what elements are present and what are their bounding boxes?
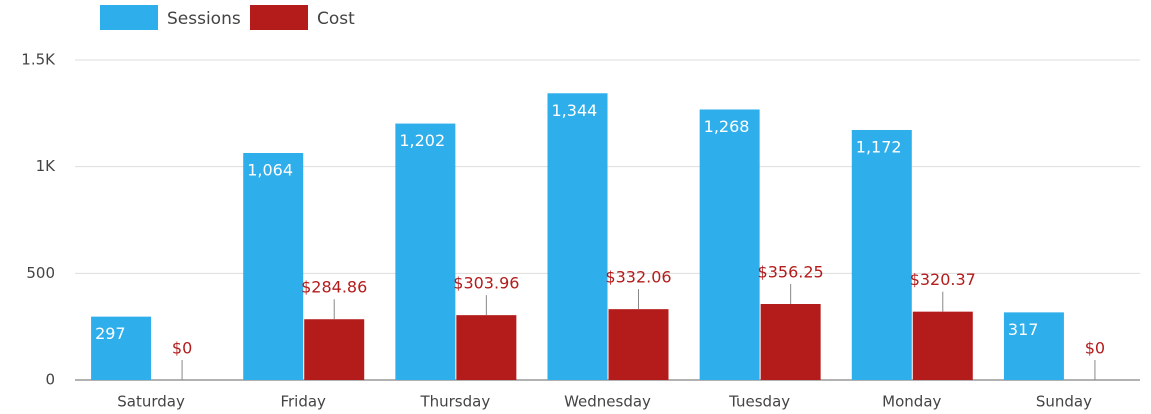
data-label: 1,268 xyxy=(704,117,750,136)
y-tick-label: 1K xyxy=(36,157,57,175)
bar xyxy=(912,311,973,380)
bar xyxy=(760,304,821,380)
x-tick-label: Wednesday xyxy=(564,393,651,411)
data-label: $0 xyxy=(1085,339,1105,358)
bar xyxy=(699,109,760,380)
y-tick-label: 500 xyxy=(26,264,55,282)
x-tick-label: Friday xyxy=(280,393,326,411)
bar xyxy=(547,93,608,380)
data-label: 317 xyxy=(1008,320,1039,339)
data-label: $356.25 xyxy=(758,263,824,282)
bar xyxy=(851,129,912,380)
legend-label: Sessions xyxy=(167,9,241,29)
y-tick-label: 1.5K xyxy=(21,51,56,69)
data-label: 1,064 xyxy=(247,161,293,180)
data-label: 1,172 xyxy=(856,137,902,156)
bar xyxy=(395,123,456,380)
data-label: 297 xyxy=(95,324,126,343)
data-label: $320.37 xyxy=(910,270,976,289)
x-tick-label: Sunday xyxy=(1036,393,1092,411)
legend-swatch xyxy=(100,5,158,30)
data-label: $0 xyxy=(172,339,192,358)
bar xyxy=(456,315,517,380)
bar xyxy=(1003,312,1064,380)
legend-swatch xyxy=(250,5,308,30)
legend-label: Cost xyxy=(317,9,355,29)
bar xyxy=(243,153,304,380)
data-label: $303.96 xyxy=(453,274,519,293)
bar xyxy=(91,316,152,380)
x-tick-label: Monday xyxy=(882,393,941,411)
bar xyxy=(304,319,365,380)
x-tick-label: Tuesday xyxy=(728,393,790,411)
data-label: 1,344 xyxy=(552,101,598,120)
x-tick-label: Saturday xyxy=(117,393,185,411)
data-label: $284.86 xyxy=(301,278,367,297)
y-tick-label: 0 xyxy=(45,371,55,389)
data-label: 1,202 xyxy=(399,131,445,150)
x-tick-label: Thursday xyxy=(419,393,490,411)
data-label: $332.06 xyxy=(605,268,671,287)
bar xyxy=(608,309,669,380)
